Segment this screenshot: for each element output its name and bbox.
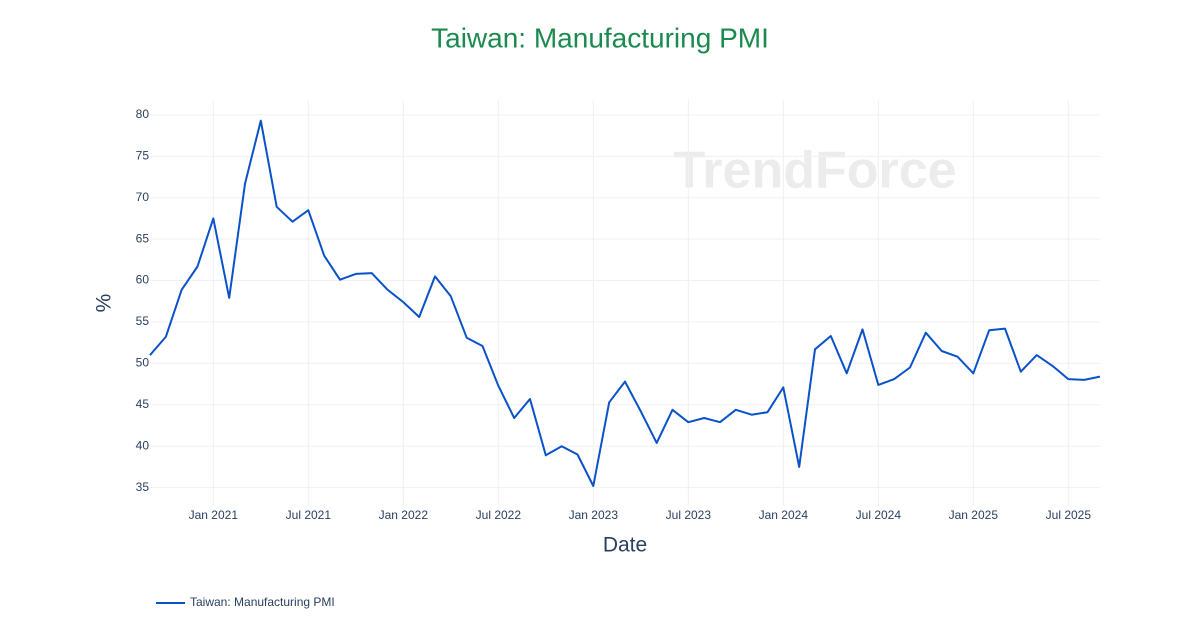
- y-tick-label: 45: [136, 397, 150, 411]
- x-tick-label: Jan 2025: [949, 508, 999, 522]
- y-tick-label: 55: [136, 314, 150, 328]
- x-tick-label: Jul 2024: [856, 508, 902, 522]
- y-tick-label: 80: [136, 107, 150, 121]
- x-tick-label: Jan 2022: [379, 508, 429, 522]
- x-tick-label: Jan 2024: [759, 508, 809, 522]
- x-tick-label: Jul 2022: [476, 508, 522, 522]
- y-tick-label: 60: [136, 273, 150, 287]
- chart-title: Taiwan: Manufacturing PMI: [431, 22, 769, 53]
- data-line: [149, 119, 1101, 487]
- legend-label: Taiwan: Manufacturing PMI: [190, 595, 335, 609]
- x-tick-label: Jul 2021: [286, 508, 332, 522]
- y-tick-label: 65: [136, 231, 150, 245]
- y-tick-label: 40: [136, 438, 150, 452]
- x-tick-label: Jan 2023: [569, 508, 619, 522]
- y-tick-label: 75: [136, 148, 150, 162]
- x-axis-label: Date: [603, 534, 647, 557]
- watermark: TrendForce: [673, 142, 956, 200]
- y-tick-label: 70: [136, 190, 150, 204]
- y-tick-label: 35: [136, 480, 150, 494]
- x-tick-label: Jul 2025: [1046, 508, 1092, 522]
- x-tick-label: Jan 2021: [189, 508, 239, 522]
- x-tick-label: Jul 2023: [666, 508, 712, 522]
- y-tick-label: 50: [136, 356, 150, 370]
- y-axis-label: %: [93, 294, 116, 313]
